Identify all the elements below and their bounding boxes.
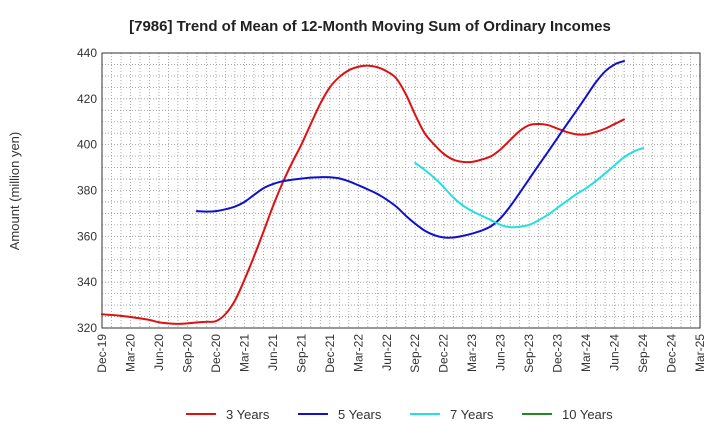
- x-tick-label: Jun-23: [494, 334, 508, 371]
- x-tick-label: Mar-20: [123, 334, 137, 372]
- series-line-5-years: [195, 60, 625, 239]
- x-tick-label: Sep-23: [522, 334, 536, 373]
- x-tick-label: Dec-24: [665, 334, 679, 373]
- legend-label: 7 Years: [450, 407, 494, 422]
- x-tick-label: Sep-20: [180, 334, 194, 373]
- x-tick-label: Sep-22: [408, 334, 422, 373]
- series-lines: [101, 60, 645, 325]
- y-tick-label: 420: [77, 92, 97, 106]
- plot-area: [102, 53, 700, 328]
- x-tick-label: Mar-21: [237, 334, 251, 372]
- legend-label: 10 Years: [562, 407, 613, 422]
- x-tick-label: Jun-24: [608, 334, 622, 371]
- x-tick-label: Dec-23: [551, 334, 565, 373]
- x-tick-label: Dec-21: [323, 334, 337, 373]
- y-tick-label: 400: [77, 138, 97, 152]
- legend-label: 5 Years: [338, 407, 382, 422]
- x-tick-label: Sep-21: [294, 334, 308, 373]
- x-tick-label: Mar-25: [693, 334, 707, 372]
- x-tick-label: Mar-23: [465, 334, 479, 372]
- plot-frame: [101, 52, 701, 329]
- series-line-3-years: [101, 64, 625, 325]
- y-tick-label: 340: [77, 275, 97, 289]
- chart-title: [7986] Trend of Mean of 12-Month Moving …: [129, 18, 611, 35]
- x-tick-label: Dec-20: [209, 334, 223, 373]
- y-tick-label: 360: [77, 229, 97, 243]
- x-tick-label: Jun-22: [380, 334, 394, 371]
- x-tick-label: Mar-22: [351, 334, 365, 372]
- x-ticks: Dec-19 Mar-20 Jun-20 Sep-20 Dec-20 Mar-21 Jun-…: [95, 334, 707, 373]
- x-tick-label: Sep-24: [636, 334, 650, 373]
- legend: 3 Years 5 Years 7 Years 10 Years: [186, 407, 613, 422]
- y-ticks: 320 340 360 380 400 420 440: [77, 46, 97, 335]
- y-tick-label: 380: [77, 184, 97, 198]
- x-tick-label: Mar-24: [579, 334, 593, 372]
- x-tick-label: Dec-19: [95, 334, 109, 373]
- x-tick-label: Jun-20: [152, 334, 166, 371]
- y-tick-label: 440: [77, 46, 97, 60]
- y-tick-label: 320: [77, 321, 97, 335]
- legend-label: 3 Years: [226, 407, 270, 422]
- x-tick-label: Jun-21: [266, 334, 280, 371]
- y-axis-label: Amount (million yen): [7, 132, 22, 251]
- x-tick-label: Dec-22: [437, 334, 451, 373]
- series-line-7-years: [414, 147, 645, 229]
